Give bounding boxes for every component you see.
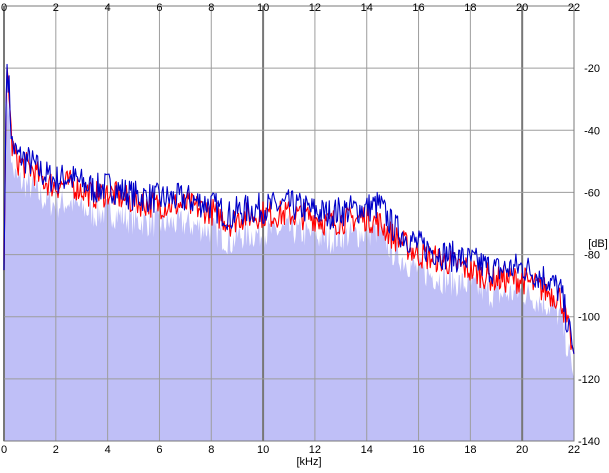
x-tick-label-top: 10 [257,2,269,14]
x-tick-label-bottom: 20 [516,444,528,456]
series-line-blue [3,63,575,355]
y-tick-label: -80 [584,250,600,262]
plot-frame [3,5,575,442]
x-tick-label-bottom: 18 [464,444,476,456]
x-tick-label-top: 2 [53,2,59,14]
spectrum-fill-area [4,89,574,441]
x-tick-label-top: 0 [1,2,7,14]
x-tick-label-top: 18 [464,2,476,14]
tick-label-layer: 00224466881010121214141616181820202222-2… [1,2,600,456]
x-tick-label-bottom: 4 [105,444,111,456]
y-tick-label: -40 [584,125,600,137]
x-tick-label-bottom: 8 [208,444,214,456]
x-tick-label-top: 20 [516,2,528,14]
x-tick-label-bottom: 2 [53,444,59,456]
y-tick-label: -140 [578,436,600,448]
x-tick-label-top: 8 [208,2,214,14]
x-tick-label-bottom: 6 [156,444,162,456]
series-layer [3,63,575,355]
x-tick-label-bottom: 16 [412,444,424,456]
x-tick-label-top: 4 [105,2,111,14]
x-tick-label-bottom: 0 [1,444,7,456]
x-tick-label-top: 22 [568,2,580,14]
spectrum-fill-layer [4,89,574,441]
grid-layer [3,5,575,442]
x-axis-label: [kHz] [296,456,321,468]
y-tick-label: -20 [584,63,600,75]
x-tick-label-bottom: 12 [309,444,321,456]
x-tick-label-bottom: 10 [257,444,269,456]
y-tick-label: -100 [578,312,600,324]
y-tick-label: -120 [578,374,600,386]
x-tick-label-top: 6 [156,2,162,14]
y-axis-label: [dB] [588,238,608,250]
x-tick-label-bottom: 22 [568,444,580,456]
y-tick-label: -60 [584,187,600,199]
x-tick-label-top: 14 [361,2,373,14]
x-tick-label-top: 12 [309,2,321,14]
x-tick-label-top: 16 [412,2,424,14]
x-tick-label-bottom: 14 [361,444,373,456]
